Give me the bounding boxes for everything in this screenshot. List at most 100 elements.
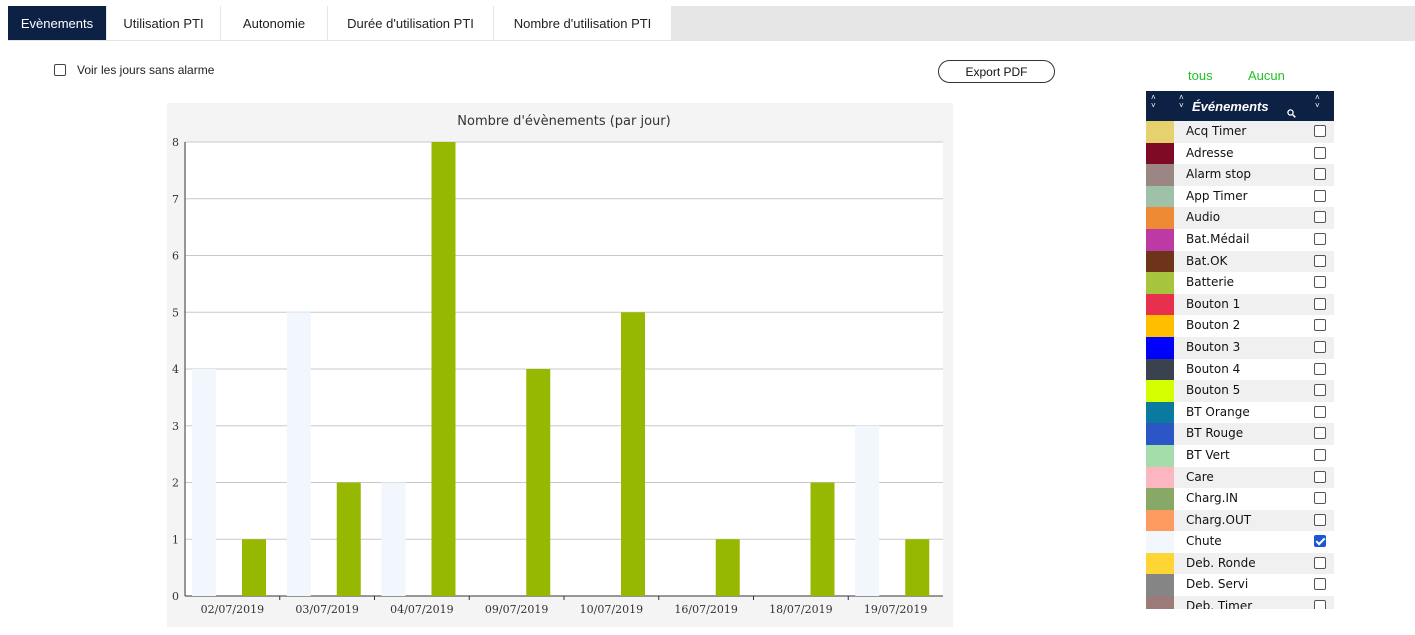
event-label: Deb. Timer <box>1186 599 1253 609</box>
event-label: App Timer <box>1186 188 1248 203</box>
event-row[interactable]: Deb. Ronde <box>1146 552 1334 575</box>
tab-evenements[interactable]: Evènements <box>8 6 107 40</box>
event-row[interactable]: Bouton 4 <box>1146 358 1334 381</box>
bar <box>905 539 930 596</box>
event-row[interactable]: Deb. Timer <box>1146 596 1334 609</box>
bar <box>855 425 880 596</box>
event-checkbox[interactable] <box>1314 189 1326 202</box>
tab-autonomie[interactable]: Autonomie <box>221 6 328 40</box>
event-checkbox[interactable] <box>1314 340 1326 353</box>
bar <box>336 482 361 596</box>
event-checkbox[interactable] <box>1314 535 1326 548</box>
sort-icon[interactable]: ˄ ˅ <box>1151 93 1156 110</box>
event-color-swatch <box>1146 596 1174 609</box>
event-label: Bouton 2 <box>1186 318 1241 333</box>
event-row[interactable]: App Timer <box>1146 185 1334 208</box>
select-all-link[interactable]: tous <box>1188 68 1213 83</box>
event-checkbox[interactable] <box>1314 405 1326 418</box>
bar <box>431 142 456 596</box>
event-color-swatch <box>1146 488 1174 510</box>
x-tick-label: 16/07/2019 <box>674 603 737 616</box>
event-row[interactable]: Care <box>1146 466 1334 489</box>
event-color-swatch <box>1146 272 1174 294</box>
event-row[interactable]: Bat.OK <box>1146 250 1334 273</box>
event-checkbox[interactable] <box>1314 384 1326 397</box>
event-label: Charg.OUT <box>1186 512 1252 527</box>
event-row[interactable]: Bouton 2 <box>1146 315 1334 337</box>
event-checkbox[interactable] <box>1314 427 1326 440</box>
sort-icon[interactable]: ˄ ˅ <box>1315 93 1320 110</box>
event-row[interactable]: BT Orange <box>1146 401 1334 424</box>
y-tick-label: 7 <box>172 193 179 206</box>
event-row[interactable]: BT Vert <box>1146 444 1334 467</box>
event-checkbox[interactable] <box>1314 470 1326 483</box>
event-row[interactable]: Deb. Servi <box>1146 574 1334 597</box>
x-tick-label: 04/07/2019 <box>390 603 453 616</box>
search-icon[interactable] <box>1287 105 1296 123</box>
show-days-checkbox[interactable] <box>54 64 66 76</box>
event-checkbox[interactable] <box>1314 276 1326 289</box>
event-color-swatch <box>1146 531 1174 553</box>
event-checkbox[interactable] <box>1314 362 1326 375</box>
event-color-swatch <box>1146 142 1174 165</box>
event-label: Alarm stop <box>1186 167 1252 182</box>
event-row[interactable]: Charg.IN <box>1146 488 1334 510</box>
event-color-swatch <box>1146 315 1174 337</box>
bar <box>621 312 645 596</box>
event-checkbox[interactable] <box>1314 297 1326 310</box>
event-row[interactable]: Bat.Médail <box>1146 228 1334 251</box>
event-checkbox[interactable] <box>1314 146 1326 159</box>
event-row[interactable]: Bouton 5 <box>1146 380 1334 402</box>
event-label: Bouton 5 <box>1186 383 1241 398</box>
event-checkbox[interactable] <box>1314 492 1326 505</box>
event-row[interactable]: Alarm stop <box>1146 164 1334 186</box>
event-row[interactable]: Acq Timer <box>1146 121 1334 143</box>
bar <box>810 482 835 596</box>
event-row[interactable]: Charg.OUT <box>1146 509 1334 532</box>
event-checkbox[interactable] <box>1314 125 1326 137</box>
event-checkbox[interactable] <box>1314 600 1326 609</box>
select-none-link[interactable]: Aucun <box>1248 68 1285 83</box>
tab-utilisation-pti[interactable]: Utilisation PTI <box>107 6 221 40</box>
event-label: Charg.IN <box>1186 491 1239 506</box>
event-color-swatch <box>1146 207 1174 229</box>
event-label: BT Rouge <box>1186 426 1244 441</box>
event-row[interactable]: Chute <box>1146 531 1334 553</box>
event-color-swatch <box>1146 228 1174 251</box>
events-chart: Nombre d'évènements (par jour) 0 1 2 3 4 5 6 7 8 0… <box>167 103 953 627</box>
event-row[interactable]: BT Rouge <box>1146 423 1334 445</box>
event-checkbox[interactable] <box>1314 232 1326 245</box>
event-row[interactable]: Batterie <box>1146 272 1334 294</box>
event-row[interactable]: Adresse <box>1146 142 1334 165</box>
event-checkbox[interactable] <box>1314 254 1326 267</box>
tab-nombre-utilisation-pti[interactable]: Nombre d'utilisation PTI <box>494 6 672 40</box>
sort-icon[interactable]: ˄ ˅ <box>1179 93 1184 110</box>
tab-duree-utilisation-pti[interactable]: Durée d'utilisation PTI <box>328 6 494 40</box>
event-checkbox[interactable] <box>1314 448 1326 461</box>
event-checkbox[interactable] <box>1314 168 1326 181</box>
tab-bar: Evènements Utilisation PTI Autonomie Dur… <box>8 6 1415 41</box>
event-checkbox[interactable] <box>1314 319 1326 332</box>
bar <box>192 369 216 596</box>
event-color-swatch <box>1146 552 1174 575</box>
event-checkbox[interactable] <box>1314 556 1326 569</box>
show-days-option[interactable]: Voir les jours sans alarme <box>54 63 214 77</box>
event-checkbox[interactable] <box>1314 211 1326 224</box>
export-pdf-button[interactable]: Export PDF <box>938 60 1055 83</box>
event-row[interactable]: Audio <box>1146 207 1334 229</box>
bar <box>381 482 406 596</box>
event-color-swatch <box>1146 121 1174 143</box>
x-tick-label: 10/07/2019 <box>580 603 643 616</box>
event-label: Bouton 1 <box>1186 296 1241 311</box>
event-color-swatch <box>1146 509 1174 532</box>
event-checkbox[interactable] <box>1314 578 1326 591</box>
event-row[interactable]: Bouton 1 <box>1146 293 1334 316</box>
bar <box>526 369 551 596</box>
event-label: BT Vert <box>1186 447 1230 462</box>
event-row[interactable]: Bouton 3 <box>1146 336 1334 359</box>
event-checkbox[interactable] <box>1314 513 1326 526</box>
event-label: Audio <box>1186 210 1221 225</box>
panel-header-title: Événements <box>1192 99 1269 114</box>
event-label: Bat.OK <box>1186 253 1228 268</box>
show-days-label: Voir les jours sans alarme <box>77 63 215 77</box>
